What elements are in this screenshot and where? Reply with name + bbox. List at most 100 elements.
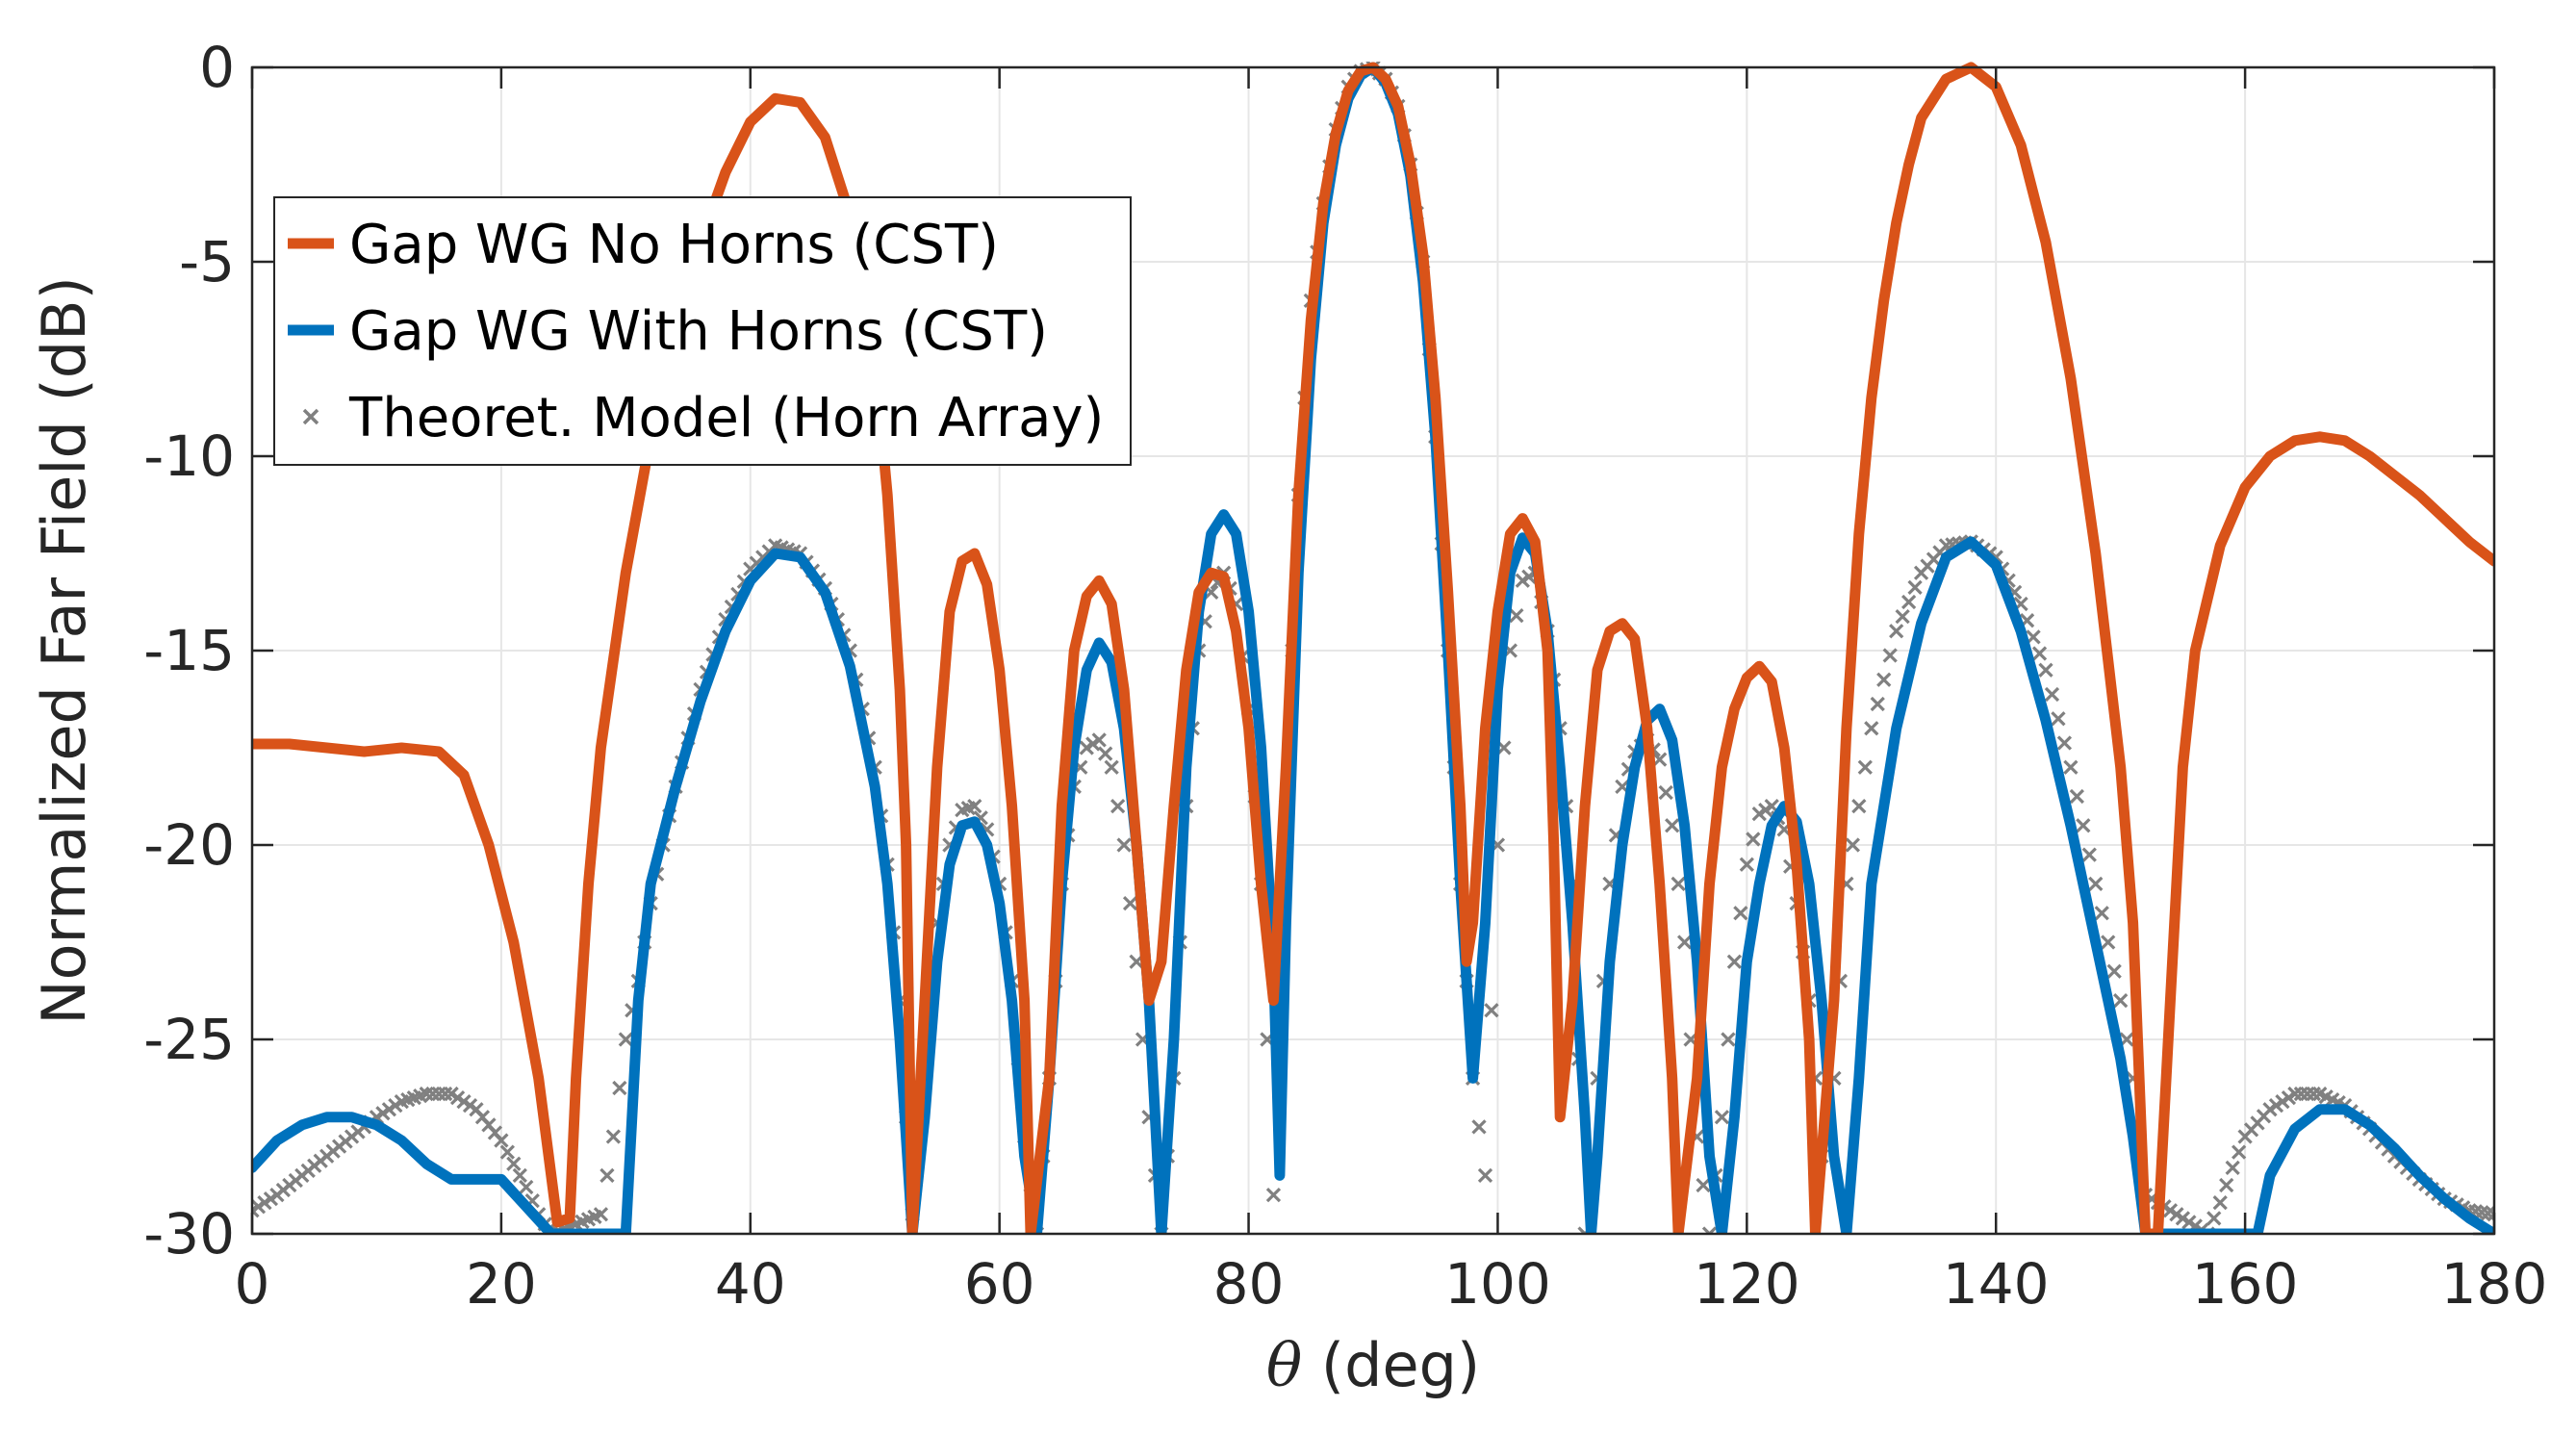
theoretical-model-marker [1851, 798, 1867, 814]
theoretical-model-marker [1864, 721, 1879, 736]
theoretical-model-marker [2063, 759, 2079, 775]
x-axis-label: θ (deg) [1266, 1330, 1480, 1400]
x-tick-label: 40 [715, 1251, 786, 1317]
y-tick-label: -30 [143, 1201, 235, 1267]
theoretical-model-marker [1900, 594, 1917, 610]
theoretical-model-marker [1726, 954, 1743, 969]
theoretical-model-marker [1739, 857, 1754, 872]
theoretical-model-marker [2101, 935, 2116, 950]
theoretical-model-marker [1104, 759, 1119, 775]
theoretical-model-marker [2081, 847, 2097, 862]
theoretical-model-marker [1665, 818, 1680, 833]
theoretical-model-marker [1477, 1167, 1493, 1184]
theoretical-model-marker [499, 1144, 515, 1160]
theoretical-model-marker [1110, 798, 1126, 814]
x-tick-label: 180 [2441, 1251, 2548, 1317]
legend-swatch-theoretical-model [302, 408, 319, 425]
legend-box [273, 196, 1132, 466]
theoretical-model-marker [1882, 648, 1898, 663]
x-tick-label: 80 [1213, 1251, 1285, 1317]
legend-label-no-horns: Gap WG No Horns (CST) [349, 214, 999, 276]
y-axis-ticks: 0 -5 -10 -15 -20 -25 -30 [143, 35, 2494, 1267]
theoretical-model-marker [506, 1156, 522, 1171]
theoretical-model-marker [1116, 837, 1132, 853]
theoretical-model-marker [967, 798, 982, 814]
theoretical-model-marker [1876, 672, 1892, 687]
x-tick-label: 140 [1943, 1251, 2050, 1317]
theoretical-model-marker [1122, 895, 1138, 911]
theoretical-model-marker [2038, 662, 2053, 678]
theoretical-model-marker [1265, 1187, 1282, 1203]
theoretical-model-marker [2232, 1144, 2247, 1160]
theoretical-model-marker [2225, 1160, 2240, 1175]
theoretical-model-marker [618, 1032, 633, 1047]
y-tick-label: 0 [199, 35, 235, 100]
legend-entry-with-horns: Gap WG With Horns (CST) [288, 300, 1048, 363]
y-tick-label: -15 [143, 618, 235, 683]
y-axis-label: Normalized Far Field (dB) [29, 276, 99, 1025]
theoretical-model-marker [2106, 963, 2122, 979]
y-tick-label: -5 [179, 229, 235, 294]
x-tick-label: 100 [1444, 1251, 1551, 1317]
theoretical-model-marker [1714, 1110, 1730, 1125]
theoretical-model-marker [1652, 752, 1668, 767]
y-tick-label: -10 [143, 423, 235, 489]
x-axis-label-unit: (deg) [1302, 1330, 1480, 1400]
theoretical-model-marker [2487, 1207, 2494, 1222]
theoretical-model-marker [1696, 1177, 1711, 1193]
y-tick-label: -25 [143, 1007, 235, 1072]
theoretical-model-marker [612, 1080, 627, 1096]
theoretical-model-marker [1471, 1119, 1487, 1135]
theoretical-model-marker [1671, 876, 1686, 892]
legend-label-with-horns: Gap WG With Horns (CST) [349, 300, 1048, 363]
y-tick-label: -20 [143, 812, 235, 878]
theoretical-model-marker [1721, 1032, 1736, 1047]
theoretical-model-marker [2031, 646, 2048, 661]
legend-marker-x [302, 408, 319, 425]
x-tick-label: 0 [235, 1251, 270, 1317]
legend-label-theoretical-model: Theoret. Model (Horn Array) [348, 387, 1104, 449]
theoretical-model-marker [2051, 711, 2066, 727]
legend-entry-theoretical-model: Theoret. Model (Horn Array) [302, 387, 1104, 449]
theoretical-model-marker [1676, 935, 1693, 950]
theoretical-model-marker [2212, 1195, 2228, 1211]
theoretical-model-marker [1746, 832, 1761, 847]
theoretical-model-marker [2088, 876, 2104, 892]
x-tick-label: 160 [2192, 1251, 2299, 1317]
theoretical-model-marker [1857, 759, 1873, 775]
theoretical-model-marker [2206, 1211, 2222, 1226]
theoretical-model-marker [1889, 624, 1904, 639]
theoretical-model-marker [1907, 579, 1923, 595]
theoretical-model-marker [1733, 906, 1748, 921]
theoretical-model-marker [519, 1179, 534, 1195]
theoretical-model-marker [593, 1207, 609, 1222]
theoretical-model-marker [2076, 818, 2091, 833]
theoretical-model-marker [2219, 1177, 2234, 1193]
theoretical-model-marker [2094, 906, 2109, 921]
theoretical-model-marker [494, 1133, 509, 1148]
theoretical-model-marker [1701, 1226, 1718, 1234]
theoretical-model-marker [1098, 746, 1113, 761]
theoretical-model-marker [605, 1129, 622, 1144]
x-tick-label: 20 [466, 1251, 537, 1317]
x-axis-ticks: 0 20 40 60 80 100 120 140 160 180 [235, 67, 2548, 1317]
theoretical-model-marker [1658, 784, 1673, 801]
theoretical-model-marker [1509, 608, 1524, 624]
legend-entry-no-horns: Gap WG No Horns (CST) [288, 214, 999, 276]
x-tick-label: 60 [964, 1251, 1035, 1317]
theoretical-model-marker [2113, 992, 2129, 1009]
theoretical-model-marker [2056, 735, 2073, 751]
theoretical-model-marker [1870, 696, 1885, 712]
theoretical-model-marker [599, 1167, 615, 1184]
theoretical-model-marker [1895, 609, 1910, 625]
theoretical-model-marker [2026, 629, 2041, 645]
theoretical-model-marker [1484, 1003, 1499, 1018]
theoretical-model-marker [512, 1167, 527, 1184]
theoretical-model-marker [1091, 732, 1107, 748]
x-tick-label: 120 [1694, 1251, 1800, 1317]
legend: Gap WG No Horns (CST) Gap WG With Horns … [273, 196, 1132, 466]
theoretical-model-marker [2069, 788, 2084, 805]
theoretical-model-marker [1845, 837, 1860, 853]
x-axis-label-variable: θ [1266, 1330, 1302, 1400]
